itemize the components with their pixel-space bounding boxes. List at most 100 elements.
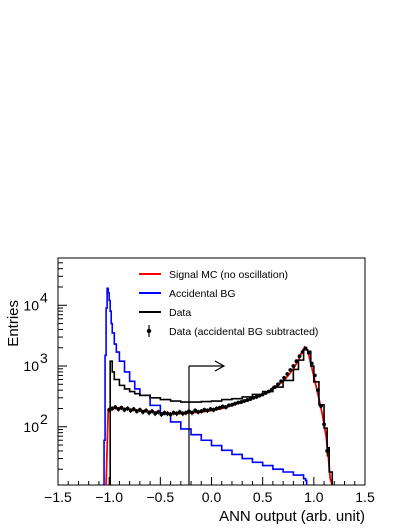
y-tick-label: 10	[23, 297, 39, 313]
data-point	[141, 410, 145, 414]
data-point	[263, 391, 268, 395]
data-point	[116, 407, 121, 412]
data-point	[303, 346, 308, 351]
x-tick-label: −0.5	[147, 489, 175, 505]
y-tick-label-exponent: 3	[40, 350, 48, 366]
y-tick-label: 10	[23, 358, 39, 374]
data-point	[223, 405, 228, 410]
x-tick-label: 0.0	[202, 489, 222, 505]
data-point	[257, 393, 262, 398]
data-point	[309, 361, 314, 366]
data-point	[294, 359, 299, 364]
data-point	[251, 395, 256, 400]
data-point	[297, 354, 302, 359]
cut-arrow-head	[214, 360, 226, 372]
x-tick-label: 0.5	[253, 489, 273, 505]
data-point	[125, 406, 130, 411]
data-point	[230, 402, 234, 407]
data-point	[245, 398, 250, 402]
data-point	[322, 422, 326, 427]
data-point	[325, 449, 330, 453]
data-point	[285, 372, 290, 376]
legend-entry-data-accidental-bg-subtracted: Data (accidental BG subtracted)	[146, 325, 318, 338]
data-point	[236, 400, 241, 405]
data-points-group	[107, 346, 330, 457]
data-point	[220, 404, 225, 409]
data-point	[119, 405, 124, 410]
legend-entry-signal-mc-no-oscillation: Signal MC (no oscillation)	[139, 269, 288, 281]
data-point	[266, 389, 271, 394]
data-point	[110, 406, 115, 411]
legend-label: Accidental BG	[169, 288, 236, 300]
data-point	[165, 411, 170, 416]
data-point	[276, 382, 280, 387]
data-point	[196, 410, 201, 414]
y-tick-label: 10	[23, 419, 39, 435]
data-point	[282, 375, 287, 380]
legend-entry-data: Data	[139, 307, 191, 319]
data-point	[134, 409, 139, 414]
data-point	[131, 407, 136, 412]
data-point	[202, 407, 207, 412]
data-point	[113, 405, 118, 410]
legend-label: Data	[169, 307, 191, 319]
y-tick-label-base: 10	[23, 358, 39, 374]
data-point	[153, 411, 158, 416]
y-axis-title: Entries	[5, 300, 22, 347]
data-point	[190, 410, 194, 415]
data-point	[122, 407, 127, 412]
data-point	[306, 350, 311, 355]
data-point	[248, 397, 253, 402]
data-point	[147, 410, 151, 415]
data-point	[288, 368, 293, 372]
legend-entry-accidental-bg: Accidental BG	[139, 288, 236, 300]
y-tick-label-base: 10	[23, 419, 39, 435]
data-point	[193, 408, 198, 413]
data-point	[184, 410, 188, 415]
x-tick-label: −1.5	[44, 489, 72, 505]
data-point	[199, 409, 204, 414]
data-point	[291, 364, 296, 368]
data-point	[319, 404, 323, 408]
data-point	[217, 405, 222, 410]
x-tick-label: 1.5	[355, 489, 375, 505]
x-tick-label: −1.0	[95, 489, 123, 505]
data-point	[233, 401, 237, 406]
y-tick-label-exponent: 2	[40, 411, 48, 427]
data-point	[269, 387, 274, 392]
data-point	[214, 406, 219, 411]
data-point	[168, 412, 173, 417]
data-point	[171, 410, 176, 415]
data-point	[273, 385, 277, 389]
x-tick-label: 1.0	[304, 489, 324, 505]
data-point	[156, 410, 161, 414]
data-point	[316, 388, 320, 393]
y-tick-label-base: 10	[23, 297, 39, 313]
data-point	[162, 410, 167, 415]
data-point	[300, 350, 305, 354]
data-point	[150, 409, 155, 414]
data-point	[312, 373, 317, 378]
data-point	[260, 392, 265, 397]
data-point	[242, 399, 247, 403]
legend-marker	[146, 328, 152, 334]
data-histogram	[109, 348, 334, 485]
y-tick-label-exponent: 4	[40, 289, 48, 305]
data-point	[208, 407, 213, 412]
accidental-bg-histogram	[102, 287, 308, 485]
data-point	[137, 407, 142, 412]
series-group	[102, 287, 334, 485]
x-axis-title: ANN output (arb. unit)	[219, 508, 365, 525]
data-point	[211, 407, 216, 412]
data-point	[177, 410, 182, 414]
legend-label: Data (accidental BG subtracted)	[169, 326, 318, 338]
legend-label: Signal MC (no oscillation)	[169, 269, 288, 281]
cut-marker-group	[188, 360, 226, 485]
data-point	[279, 379, 283, 384]
data-point	[205, 408, 210, 413]
data-point	[239, 400, 244, 404]
data-point	[180, 411, 185, 416]
data-point	[159, 412, 164, 417]
